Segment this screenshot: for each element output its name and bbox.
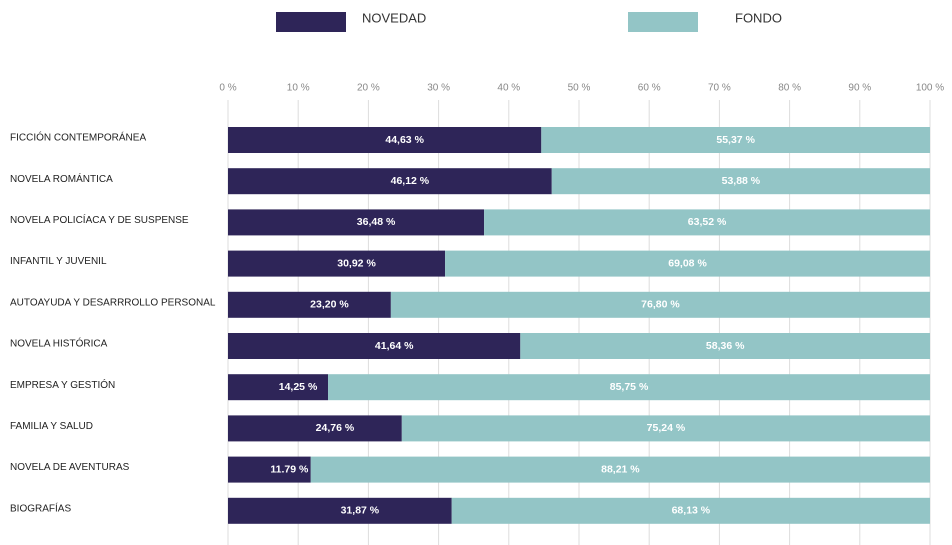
bar-segment: [520, 333, 930, 359]
value-label: 31,87 %: [341, 505, 380, 517]
value-label: 44,63 %: [385, 134, 424, 146]
value-label: 11.79 %: [270, 463, 309, 475]
category-label: NOVELA HISTÓRICA: [10, 337, 108, 350]
legend-label: NOVEDAD: [362, 10, 426, 25]
bar-segment: [228, 168, 552, 195]
category-label: EMPRESA Y GESTIÓN: [10, 378, 115, 391]
x-tick-label: 40 %: [497, 83, 520, 94]
x-tick-label: 0 %: [219, 83, 236, 94]
bar-segment: [445, 250, 930, 277]
value-label: 63,52 %: [688, 216, 727, 228]
value-label: 36,48 %: [357, 216, 396, 228]
x-tick-label: 10 %: [287, 83, 310, 94]
bar-segment: [228, 127, 542, 153]
category-label: AUTOAYUDA Y DESARRROLLO PERSONAL: [10, 297, 216, 308]
legend-swatch: [628, 12, 698, 32]
value-label: 46,12 %: [391, 175, 430, 187]
bar-segment: [328, 374, 930, 401]
value-label: 75,24 %: [647, 422, 686, 434]
category-label: BIOGRAFÍAS: [10, 501, 71, 514]
bar-segment: [541, 127, 930, 153]
value-label: 24,76 %: [316, 422, 355, 434]
value-label: 41,64 %: [375, 340, 414, 352]
bar-segment: [551, 168, 930, 195]
bar-segment: [228, 456, 311, 483]
x-tick-label: 70 %: [708, 83, 731, 94]
value-label: 55,37 %: [716, 134, 755, 146]
value-label: 76,80 %: [641, 299, 680, 311]
value-label: 30,92 %: [337, 257, 376, 269]
category-label: FICCIÓN CONTEMPORÁNEA: [10, 131, 146, 144]
legend-swatch: [276, 12, 346, 32]
x-tick-label: 60 %: [638, 83, 661, 94]
bar-segment: [228, 374, 329, 401]
x-tick-label: 50 %: [568, 83, 591, 94]
value-label: 58,36 %: [706, 340, 745, 352]
bar-segment: [228, 333, 521, 359]
value-label: 69,08 %: [668, 257, 707, 269]
bar-segment: [484, 209, 930, 236]
bar-segment: [228, 415, 402, 442]
bar-segment: [228, 497, 452, 524]
category-label: NOVELA ROMÁNTICA: [10, 172, 113, 185]
x-tick-label: 90 %: [848, 83, 871, 94]
category-label: NOVELA DE AVENTURAS: [10, 462, 130, 473]
bar-segment: [228, 250, 446, 277]
value-label: 23,20 %: [310, 299, 349, 311]
value-label: 88,21 %: [601, 463, 640, 475]
x-tick-label: 80 %: [778, 83, 801, 94]
bar-segment: [390, 291, 930, 318]
x-tick-label: 30 %: [427, 83, 450, 94]
bar-segment: [310, 456, 930, 483]
bar-segment: [228, 291, 391, 318]
legend-label: FONDO: [735, 10, 782, 25]
value-label: 53,88 %: [722, 175, 761, 187]
value-label: 85,75 %: [610, 381, 649, 393]
x-tick-label: 100 %: [916, 83, 944, 94]
category-label: NOVELA POLICÍACA Y DE SUSPENSE: [10, 213, 189, 226]
value-label: 14,25 %: [279, 381, 318, 393]
bar-segment: [228, 209, 485, 236]
category-label: FAMILIA Y SALUD: [10, 421, 93, 432]
category-label: INFANTIL Y JUVENIL: [10, 256, 107, 267]
value-label: 68,13 %: [672, 505, 711, 517]
bar-segment: [451, 497, 930, 524]
bar-segment: [401, 415, 930, 442]
x-tick-label: 20 %: [357, 83, 380, 94]
